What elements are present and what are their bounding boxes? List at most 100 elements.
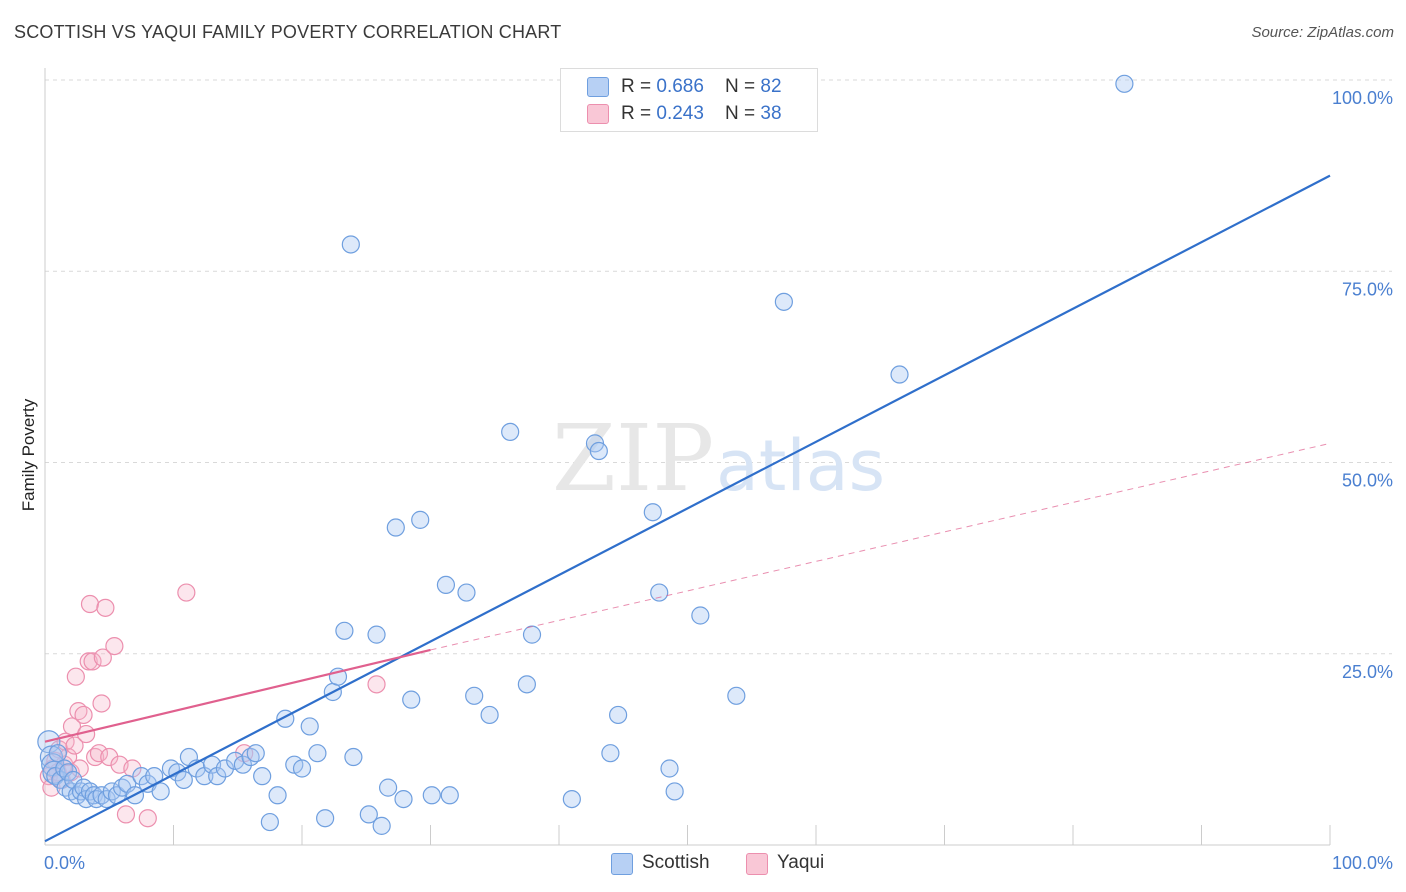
trendline-yaqui <box>44 648 431 743</box>
data-point-scottish <box>215 759 234 778</box>
data-point-scottish <box>589 441 608 461</box>
legend-n-value-yaqui: 38 <box>760 103 782 124</box>
x-tick-label: 100.0% <box>1332 853 1393 873</box>
data-point-scottish <box>233 755 252 774</box>
bottom-legend-swatch-scottish <box>611 853 633 875</box>
data-point-scottish <box>665 782 684 801</box>
data-point-yaqui <box>93 648 112 667</box>
data-point-scottish <box>890 365 909 384</box>
data-point-scottish <box>246 744 265 763</box>
data-point-scottish <box>562 789 581 809</box>
data-point-scottish <box>522 625 542 644</box>
grid-layer <box>45 79 1392 845</box>
legend-n-label: N = <box>725 103 761 124</box>
data-point-yaqui <box>59 747 78 767</box>
data-point-scottish <box>335 621 354 640</box>
data-point-yaqui <box>92 694 111 713</box>
correlation-legend: R = 0.686 N = 82 R = 0.243 N = 38 <box>560 68 818 132</box>
data-point-scottish <box>268 786 287 805</box>
axes-layer <box>44 68 1330 846</box>
data-point-scottish <box>643 503 662 522</box>
legend-r-value-scottish: 0.686 <box>656 76 704 97</box>
data-point-scottish <box>660 759 679 778</box>
data-point-yaqui <box>367 675 386 694</box>
data-point-scottish <box>517 675 536 694</box>
data-point-yaqui <box>89 744 109 763</box>
data-point-scottish <box>367 625 386 644</box>
data-point-scottish <box>501 422 520 441</box>
data-point-scottish <box>308 744 327 763</box>
data-point-yaqui <box>74 705 93 725</box>
data-point-scottish <box>650 583 669 602</box>
data-point-scottish <box>465 686 484 705</box>
data-point-scottish <box>436 575 456 595</box>
bottom-legend-swatch-yaqui <box>746 853 768 875</box>
data-point-scottish <box>422 786 441 805</box>
data-point-scottish <box>372 816 391 835</box>
legend-n-value-scottish: 82 <box>760 76 782 97</box>
bottom-legend-label-scottish: Scottish <box>642 852 710 873</box>
data-point-scottish <box>344 747 363 767</box>
legend-r-label: R = <box>621 103 657 124</box>
data-point-yaqui <box>83 652 102 671</box>
data-point-yaqui <box>96 598 115 617</box>
data-point-scottish <box>300 717 319 736</box>
data-point-scottish <box>341 235 360 254</box>
data-point-scottish <box>457 583 476 602</box>
x-tick-label: 0.0% <box>44 853 85 873</box>
data-point-scottish <box>253 767 272 786</box>
data-point-scottish <box>151 782 170 801</box>
data-point-scottish <box>174 770 193 790</box>
legend-swatch-scottish <box>587 77 609 97</box>
data-point-scottish <box>440 786 459 805</box>
data-point-yaqui <box>66 667 85 686</box>
data-point-yaqui <box>105 636 124 656</box>
trend-layer <box>44 174 1331 843</box>
ticks-layer: 25.0% 50.0% 75.0% 100.0% 0.0% 100.0% <box>44 88 1393 873</box>
legend-text-scottish: R = 0.686 N = 82 <box>621 76 782 98</box>
data-point-scottish <box>394 789 413 809</box>
data-point-yaqui <box>116 805 136 824</box>
data-point-scottish <box>480 705 499 725</box>
data-point-scottish <box>601 744 620 763</box>
data-point-scottish <box>260 812 279 832</box>
bottom-legend-label-yaqui: Yaqui <box>777 852 825 873</box>
chart-source: Source: ZipAtlas.com <box>1251 24 1394 41</box>
y-tick-label: 75.0% <box>1342 279 1393 299</box>
data-point-scottish <box>1115 74 1134 93</box>
data-point-yaqui <box>70 759 89 778</box>
data-point-scottish <box>208 767 227 786</box>
trendline-scottish <box>44 174 1331 843</box>
data-point-scottish <box>727 686 746 705</box>
y-tick-label: 50.0% <box>1342 471 1393 491</box>
legend-r-label: R = <box>621 76 657 97</box>
data-point-scottish <box>386 518 405 537</box>
y-tick-label: 100.0% <box>1332 88 1393 108</box>
y-tick-label: 25.0% <box>1342 662 1393 682</box>
data-point-yaqui <box>80 594 100 614</box>
scottish-points <box>37 74 1134 835</box>
data-point-scottish <box>609 705 628 725</box>
legend-r-value-yaqui: 0.243 <box>656 103 704 124</box>
data-point-scottish <box>359 805 378 824</box>
watermark-atlas: atlas <box>716 425 885 507</box>
data-point-yaqui <box>100 747 119 767</box>
data-point-scottish <box>411 510 430 529</box>
legend-swatch-yaqui <box>587 104 609 124</box>
data-point-yaqui <box>65 736 84 755</box>
data-point-scottish <box>48 744 67 763</box>
data-point-scottish <box>691 606 710 625</box>
data-point-scottish <box>402 690 421 709</box>
watermark-zip: ZIP <box>552 405 714 512</box>
legend-text-yaqui: R = 0.243 N = 38 <box>621 103 782 125</box>
data-point-yaqui <box>138 809 157 828</box>
legend-n-label: N = <box>725 76 761 97</box>
chart-title: SCOTTISH VS YAQUI FAMILY POVERTY CORRELA… <box>14 22 562 42</box>
data-point-scottish <box>316 809 335 828</box>
watermark: ZIP atlas <box>552 405 885 512</box>
data-point-yaqui <box>177 583 196 602</box>
y-axis-label: Family Poverty <box>19 398 38 511</box>
data-point-scottish <box>774 292 793 311</box>
data-point-scottish <box>378 778 398 797</box>
